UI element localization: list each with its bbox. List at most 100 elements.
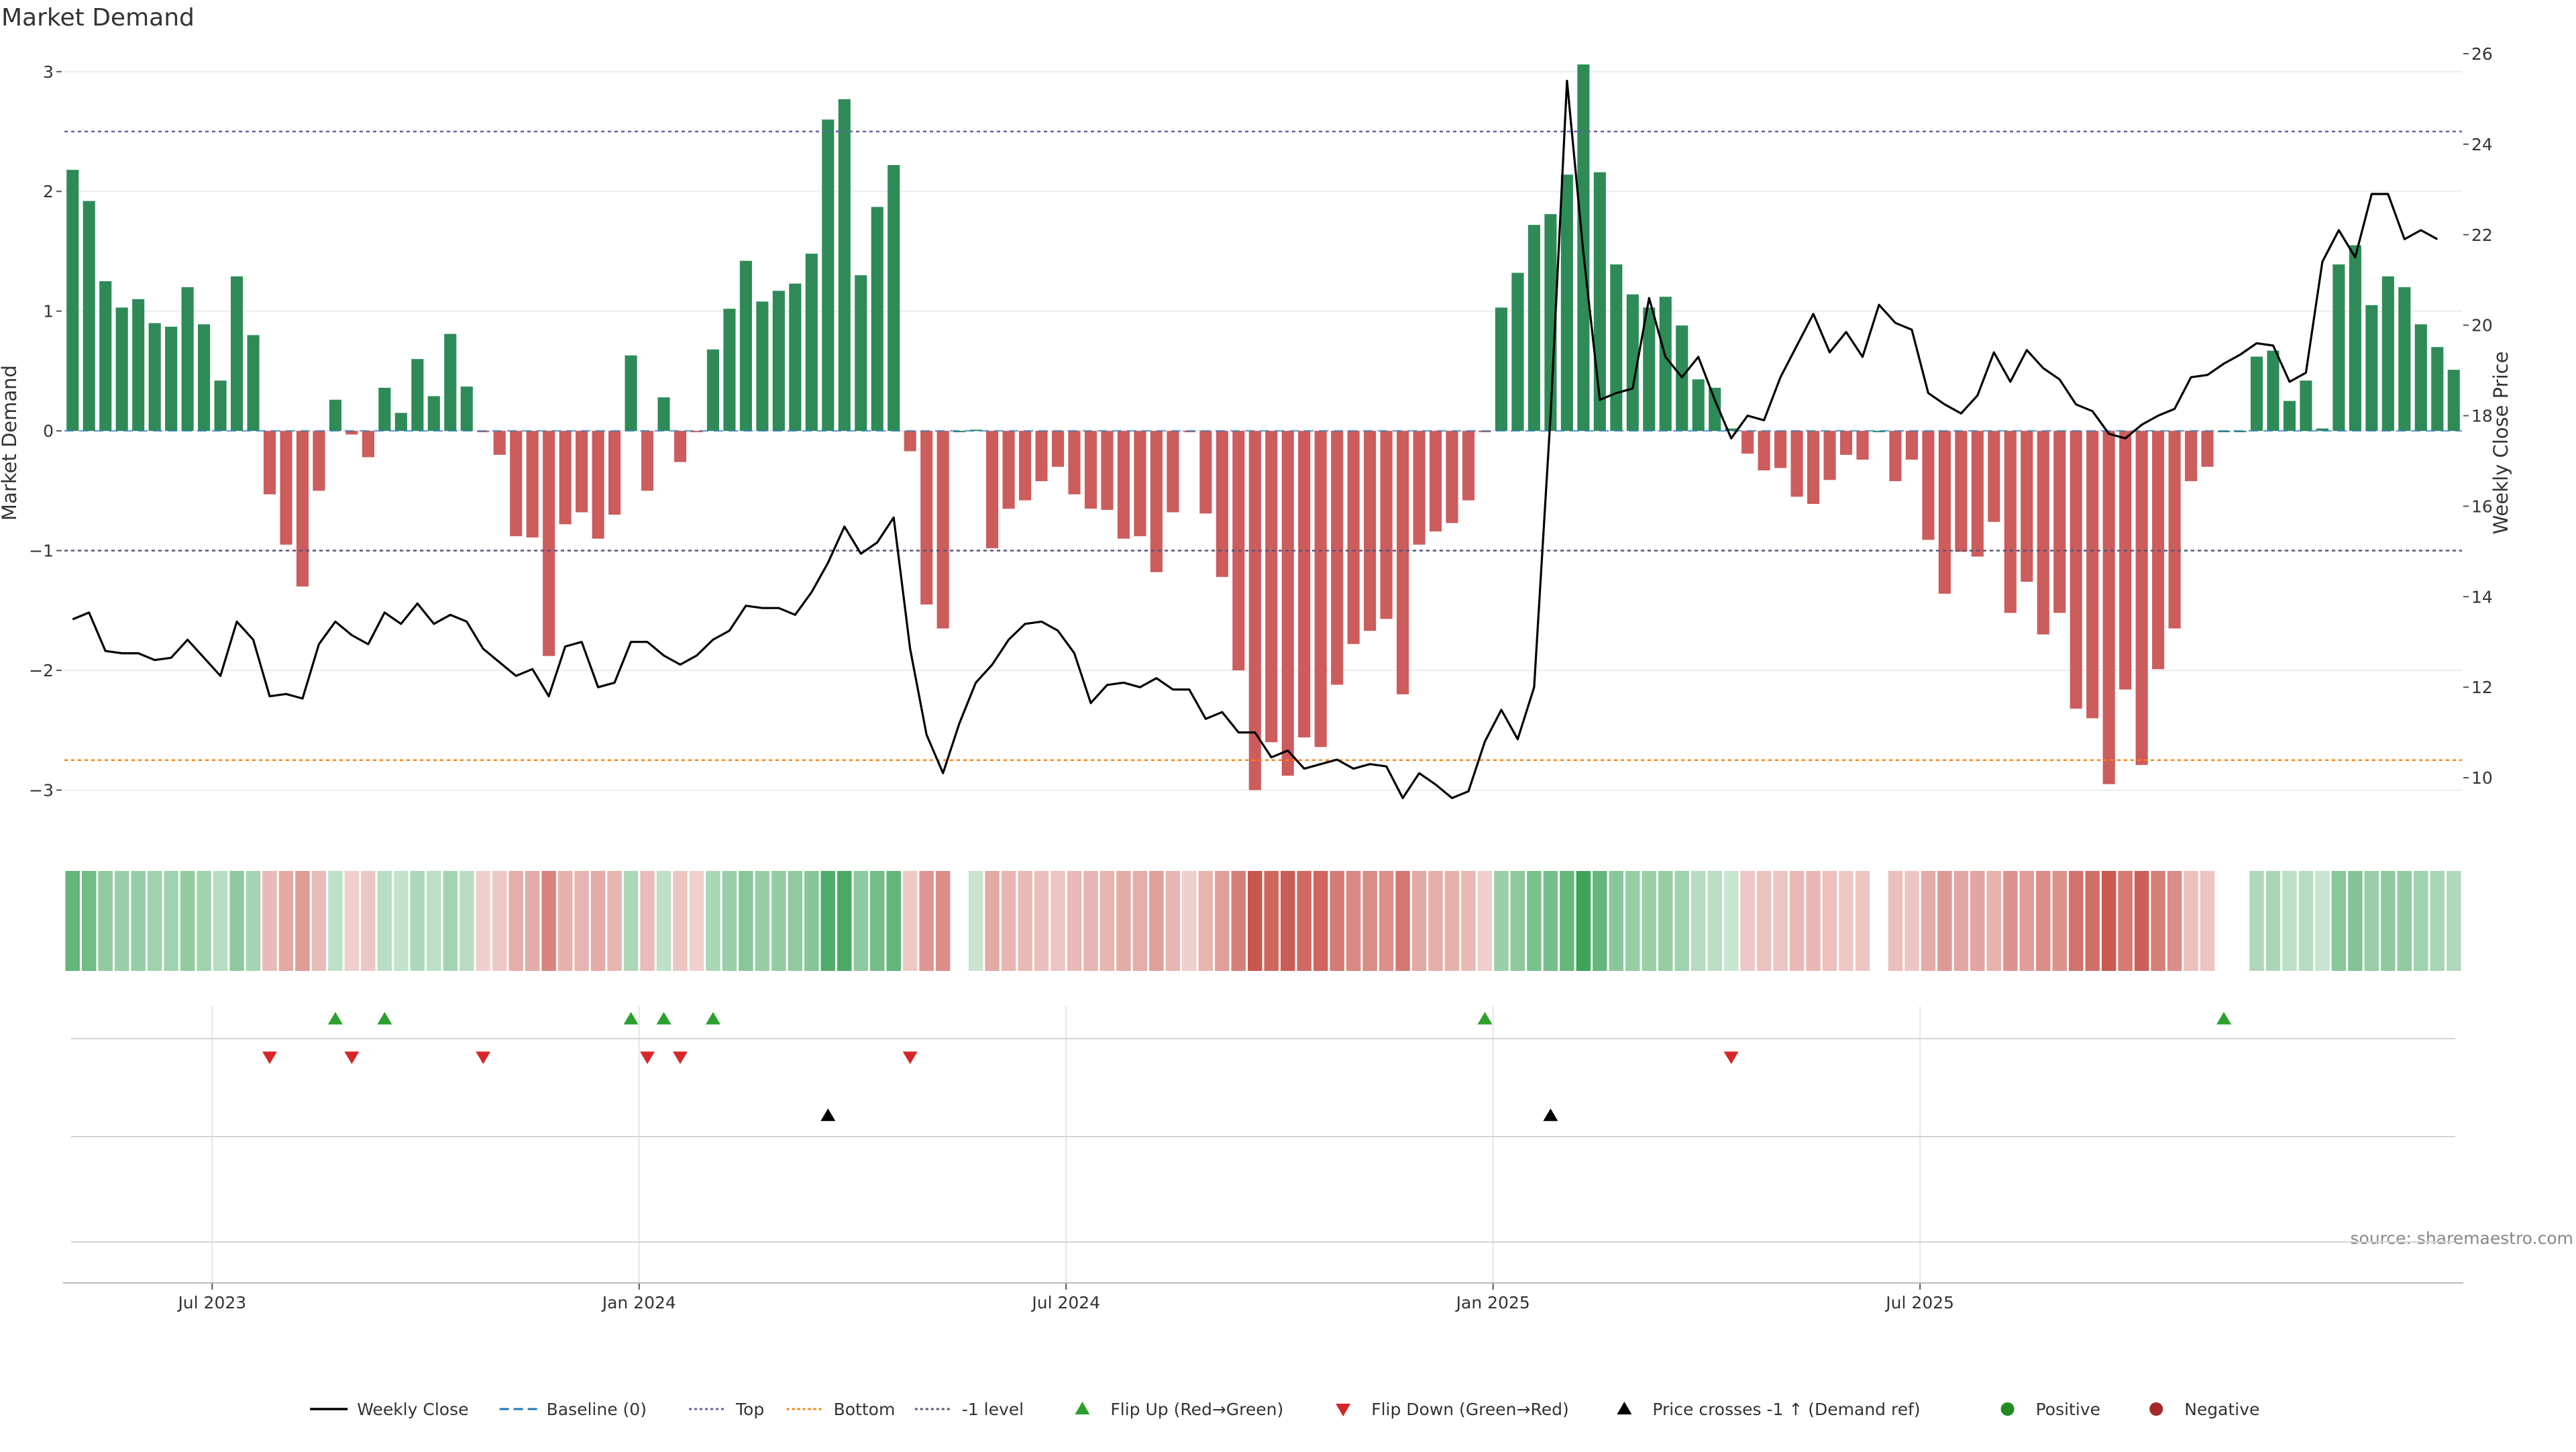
heat-cell (2052, 871, 2067, 971)
demand-bar-negative (1823, 431, 1836, 480)
demand-bar-negative (1051, 431, 1065, 467)
flip-down-marker (344, 1051, 360, 1064)
demand-bar-positive (247, 335, 260, 431)
heat-cell (2068, 871, 2084, 971)
flip-up-marker (656, 1012, 672, 1025)
heat-cell (1116, 871, 1131, 971)
demand-bar-negative (1167, 431, 1179, 513)
flip-up-marker (623, 1012, 639, 1025)
demand-bar-negative (1068, 431, 1081, 495)
heat-cell (1723, 871, 1739, 971)
heat-cell (1953, 871, 1969, 971)
heat-cell (262, 871, 277, 971)
heat-cell (1280, 871, 1295, 971)
heat-cell (1362, 871, 1377, 971)
demand-bar-negative (526, 431, 539, 537)
left-tick-label: 0 (43, 421, 54, 441)
demand-bar-negative (1314, 431, 1327, 747)
demand-bar-negative (1216, 431, 1228, 577)
demand-bar-positive (1511, 272, 1524, 431)
heat-cell (2348, 871, 2363, 971)
heat-cell (1740, 871, 1755, 971)
right-tick-label: 12 (2471, 678, 2493, 697)
heat-cell (1855, 871, 1870, 971)
demand-bar-negative (263, 431, 276, 495)
heat-cell (607, 871, 622, 971)
heat-cell (525, 871, 540, 971)
legend-label: Baseline (0) (547, 1400, 647, 1419)
demand-bar-positive (2283, 401, 2296, 431)
heat-cell (1313, 871, 1328, 971)
demand-bar-negative (920, 431, 933, 605)
x-tick-label: Jul 2025 (1884, 1293, 1954, 1312)
demand-bar-negative (1955, 431, 1968, 552)
heat-cell (1330, 871, 1344, 971)
demand-bar-negative (362, 431, 374, 458)
heat-cell (2036, 871, 2051, 971)
heat-cell (1231, 871, 1246, 971)
heat-cell (902, 871, 918, 971)
heat-cell (1264, 871, 1279, 971)
demand-bar-positive (165, 326, 178, 431)
demand-bar-positive (329, 399, 341, 431)
demand-bar-negative (1035, 431, 1048, 482)
flip-down-marker (262, 1051, 277, 1064)
heat-cell (1051, 871, 1065, 971)
demand-bar-negative (1134, 431, 1146, 537)
heat-cell (673, 871, 688, 971)
flip-up-marker (1477, 1012, 1493, 1025)
heat-cell (1921, 871, 1936, 971)
demand-bar-negative (296, 431, 309, 587)
heat-cell (1593, 871, 1607, 971)
demand-bar-positive (739, 260, 752, 431)
heat-cell (492, 871, 507, 971)
right-tick-label: 14 (2471, 587, 2493, 607)
heat-cell (804, 871, 819, 971)
grid-layer (64, 70, 2462, 1283)
demand-bar-positive (1495, 307, 1508, 431)
demand-bar-negative (2004, 431, 2017, 613)
heat-cell (2265, 871, 2281, 971)
demand-bar-positive (723, 309, 736, 431)
legend-item: Weekly Close (310, 1400, 468, 1419)
legend-label: Flip Up (Red→Green) (1110, 1400, 1283, 1419)
legend-item: Bottom (786, 1400, 895, 1419)
demand-bar-positive (1692, 379, 1705, 431)
heat-cell (886, 871, 901, 971)
demand-bar-negative (2021, 431, 2033, 582)
heat-cell (1839, 871, 1854, 971)
right-tick-label: 10 (2471, 768, 2493, 788)
demand-bar-positive (2349, 245, 2361, 431)
heat-cell (508, 871, 523, 971)
heat-cell (985, 871, 1000, 971)
right-axis-label: Weekly Close Price (2489, 352, 2512, 535)
demand-bar-negative (543, 431, 555, 656)
demand-bar-positive (2365, 305, 2378, 431)
heat-cell (410, 871, 425, 971)
heat-cell (2298, 871, 2314, 971)
heat-cell (2249, 871, 2264, 971)
heat-cell (2200, 871, 2215, 971)
heat-cell (2118, 871, 2133, 971)
demand-bar-negative (1364, 431, 1377, 631)
heat-cell (623, 871, 639, 971)
demand-bar-negative (1298, 431, 1311, 738)
demand-bar-negative (2086, 431, 2099, 719)
demand-bar-positive (1610, 264, 1623, 431)
heat-cell (1658, 871, 1673, 971)
heat-cell (114, 871, 129, 971)
demand-bar-negative (1938, 431, 1951, 594)
heat-cell (1527, 871, 1542, 971)
demand-bar-positive (378, 387, 391, 431)
demand-bar-positive (2431, 347, 2444, 431)
legend: Weekly Close Baseline (0) Top Bottom -1 leve… (310, 1400, 2259, 1419)
demand-bar-positive (99, 281, 112, 431)
heat-cell (590, 871, 606, 971)
left-tick-label: 3 (43, 62, 54, 82)
demand-bar-positive (2250, 356, 2263, 431)
demand-bar-positive (756, 301, 769, 431)
left-tick-label: −1 (29, 541, 54, 561)
heat-cell (229, 871, 244, 971)
demand-bar-negative (1101, 431, 1114, 510)
